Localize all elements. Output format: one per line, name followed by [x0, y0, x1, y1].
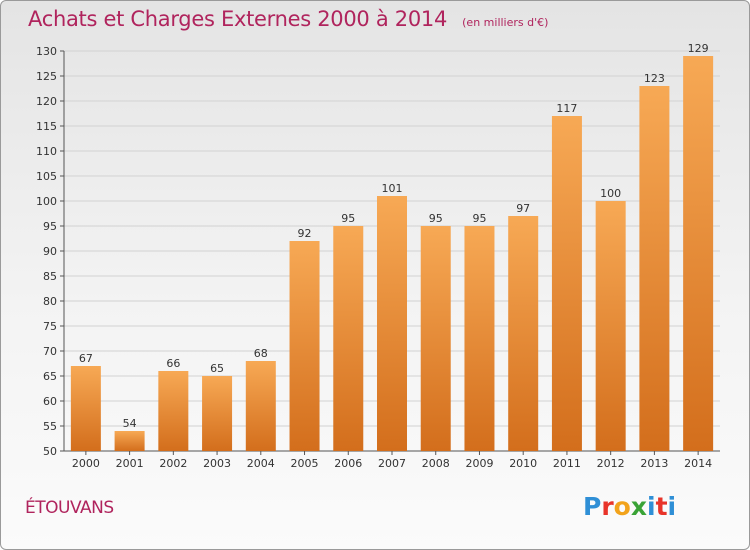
x-tick-label: 2001 [116, 457, 144, 470]
bar-value-label: 123 [644, 72, 665, 85]
y-tick-label: 95 [43, 220, 57, 233]
y-tick-label: 60 [43, 395, 57, 408]
bar-2004 [245, 361, 276, 451]
brand-letter: i [647, 492, 656, 521]
bars [70, 56, 714, 451]
y-tick-label: 120 [36, 95, 57, 108]
bar-value-label: 68 [254, 347, 268, 360]
bar-value-label: 67 [79, 352, 93, 365]
bar-value-label: 100 [600, 187, 621, 200]
brand-letter: x [630, 492, 647, 521]
x-tick-label: 2013 [640, 457, 668, 470]
y-tick-label: 100 [36, 195, 57, 208]
bar-2005 [289, 241, 320, 451]
x-tick-label: 2002 [159, 457, 187, 470]
bar-value-label: 65 [210, 362, 224, 375]
x-tick-label: 2003 [203, 457, 231, 470]
y-tick-label: 50 [43, 445, 57, 458]
x-tick-label: 2011 [553, 457, 581, 470]
brand-logo[interactable]: Proxiti [583, 492, 676, 521]
bar-value-label: 129 [688, 42, 709, 55]
bar-2012 [595, 201, 626, 451]
y-tick-label: 75 [43, 320, 57, 333]
y-tick-label: 65 [43, 370, 57, 383]
bar-2014 [683, 56, 714, 451]
brand-letter: i [667, 492, 677, 521]
y-tick-label: 105 [36, 170, 57, 183]
x-tick-label: 2007 [378, 457, 406, 470]
bar-value-label: 97 [516, 202, 530, 215]
title-row: Achats et Charges Externes 2000 à 2014 (… [28, 7, 548, 31]
brand-letter: o [613, 492, 631, 521]
bar-2013 [639, 86, 670, 451]
bar-2010 [508, 216, 539, 451]
bar-value-label: 66 [166, 357, 180, 370]
x-tick-label: 2014 [684, 457, 712, 470]
y-tick-label: 70 [43, 345, 57, 358]
brand-letter: P [583, 492, 602, 521]
bar-value-label: 95 [429, 212, 443, 225]
bar-2007 [377, 196, 407, 451]
bar-value-label: 101 [382, 182, 403, 195]
brand-letter: t [655, 492, 668, 521]
bar-2008 [420, 226, 451, 451]
bar-2006 [333, 226, 364, 451]
bar-value-label: 54 [123, 417, 137, 430]
y-tick-label: 90 [43, 245, 57, 258]
bar-2001 [114, 431, 145, 451]
commune-name: ÉTOUVANS [25, 498, 114, 518]
bar-value-label: 117 [556, 102, 577, 115]
y-tick-label: 130 [36, 45, 57, 58]
x-tick-label: 2010 [509, 457, 537, 470]
labels: 50 55 60 65 70 75 80 85 90 95 100 105 110 115 120 125 13… [36, 42, 712, 470]
y-tick-label: 110 [36, 145, 57, 158]
x-tick-label: 2004 [247, 457, 275, 470]
bar-2003 [202, 376, 233, 451]
bar-2002 [158, 371, 189, 451]
chart-title: Achats et Charges Externes 2000 à 2014 [28, 7, 448, 31]
bar-value-label: 95 [341, 212, 355, 225]
x-tick-label: 2000 [72, 457, 100, 470]
y-tick-label: 85 [43, 270, 57, 283]
bar-2000 [70, 366, 101, 451]
bar-2011 [551, 116, 582, 451]
x-tick-label: 2012 [597, 457, 625, 470]
y-tick-label: 115 [36, 120, 57, 133]
bar-2009 [464, 226, 495, 451]
bar-value-label: 95 [472, 212, 486, 225]
bar-value-label: 92 [298, 227, 312, 240]
x-tick-label: 2006 [334, 457, 362, 470]
y-tick-label: 55 [43, 420, 57, 433]
brand-letter: r [601, 492, 614, 521]
x-tick-label: 2005 [291, 457, 319, 470]
y-tick-label: 80 [43, 295, 57, 308]
x-tick-label: 2009 [465, 457, 493, 470]
chart-unit: (en milliers d'€) [462, 16, 549, 29]
y-tick-label: 125 [36, 70, 57, 83]
x-tick-label: 2008 [422, 457, 450, 470]
